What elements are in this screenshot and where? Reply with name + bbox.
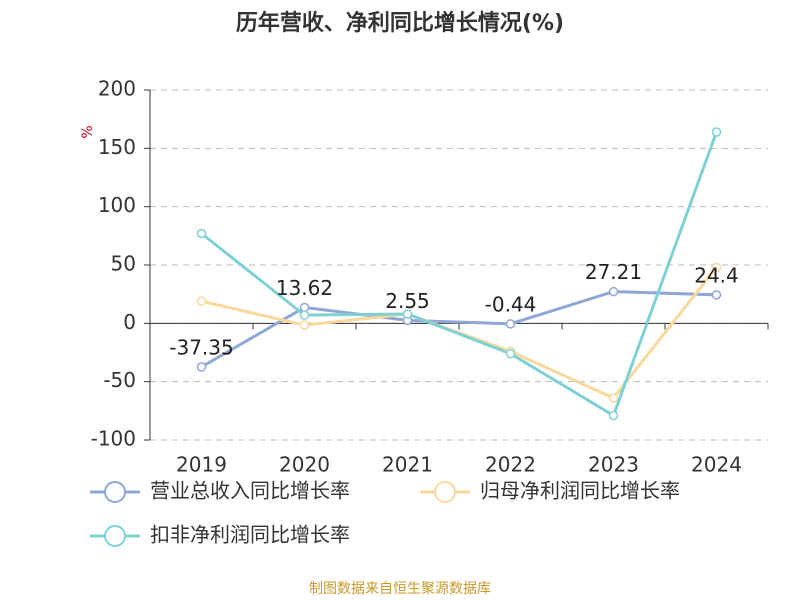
data-label: 27.21 [585, 260, 642, 284]
data-point [711, 127, 722, 137]
data-label: 13.62 [276, 276, 333, 300]
data-point [299, 310, 310, 320]
data-point [299, 320, 310, 330]
series-line [200, 290, 717, 369]
y-tick-label: 200 [98, 77, 136, 101]
x-tick-label: 2023 [588, 453, 639, 477]
y-tick-label: -100 [91, 427, 136, 451]
data-label: -37.35 [169, 335, 233, 359]
data-point [711, 290, 722, 300]
legend-label: 归母净利润同比增长率 [480, 479, 680, 503]
legend-label: 营业总收入同比增长率 [150, 479, 350, 503]
legend-marker [104, 481, 126, 503]
y-tick-label: 100 [98, 193, 136, 217]
x-tick-label: 2022 [485, 453, 536, 477]
x-tick-label: 2021 [382, 453, 433, 477]
data-point [505, 348, 516, 359]
source-note: 制图数据来自恒生聚源数据库 [309, 581, 491, 597]
data-point [196, 296, 207, 306]
data-point [196, 362, 207, 372]
y-tick-label: 50 [111, 252, 136, 276]
data-point [608, 393, 619, 403]
legend-marker [104, 525, 126, 547]
y-tick-label: 150 [98, 135, 136, 159]
data-point [299, 302, 310, 313]
legend-label: 扣非净利润同比增长率 [150, 523, 350, 547]
series-line [200, 131, 718, 418]
data-point [505, 319, 516, 329]
x-tick-label: 2020 [279, 453, 330, 477]
y-tick-label: -50 [103, 368, 136, 392]
data-label: 2.55 [385, 289, 430, 313]
legend-marker [434, 481, 456, 503]
data-point [402, 309, 413, 319]
chart-title: 历年营收、净利同比增长情况(%) [236, 10, 564, 36]
data-label: 24.4 [694, 263, 739, 287]
data-point [711, 262, 722, 273]
x-tick-label: 2024 [691, 453, 742, 477]
y-tick-label: 0 [123, 310, 136, 334]
y-axis-label: % [80, 125, 96, 138]
x-tick-label: 2019 [176, 453, 227, 477]
data-point [608, 286, 619, 297]
data-label: -0.44 [485, 292, 537, 316]
data-point [196, 228, 207, 239]
data-point [608, 410, 619, 421]
